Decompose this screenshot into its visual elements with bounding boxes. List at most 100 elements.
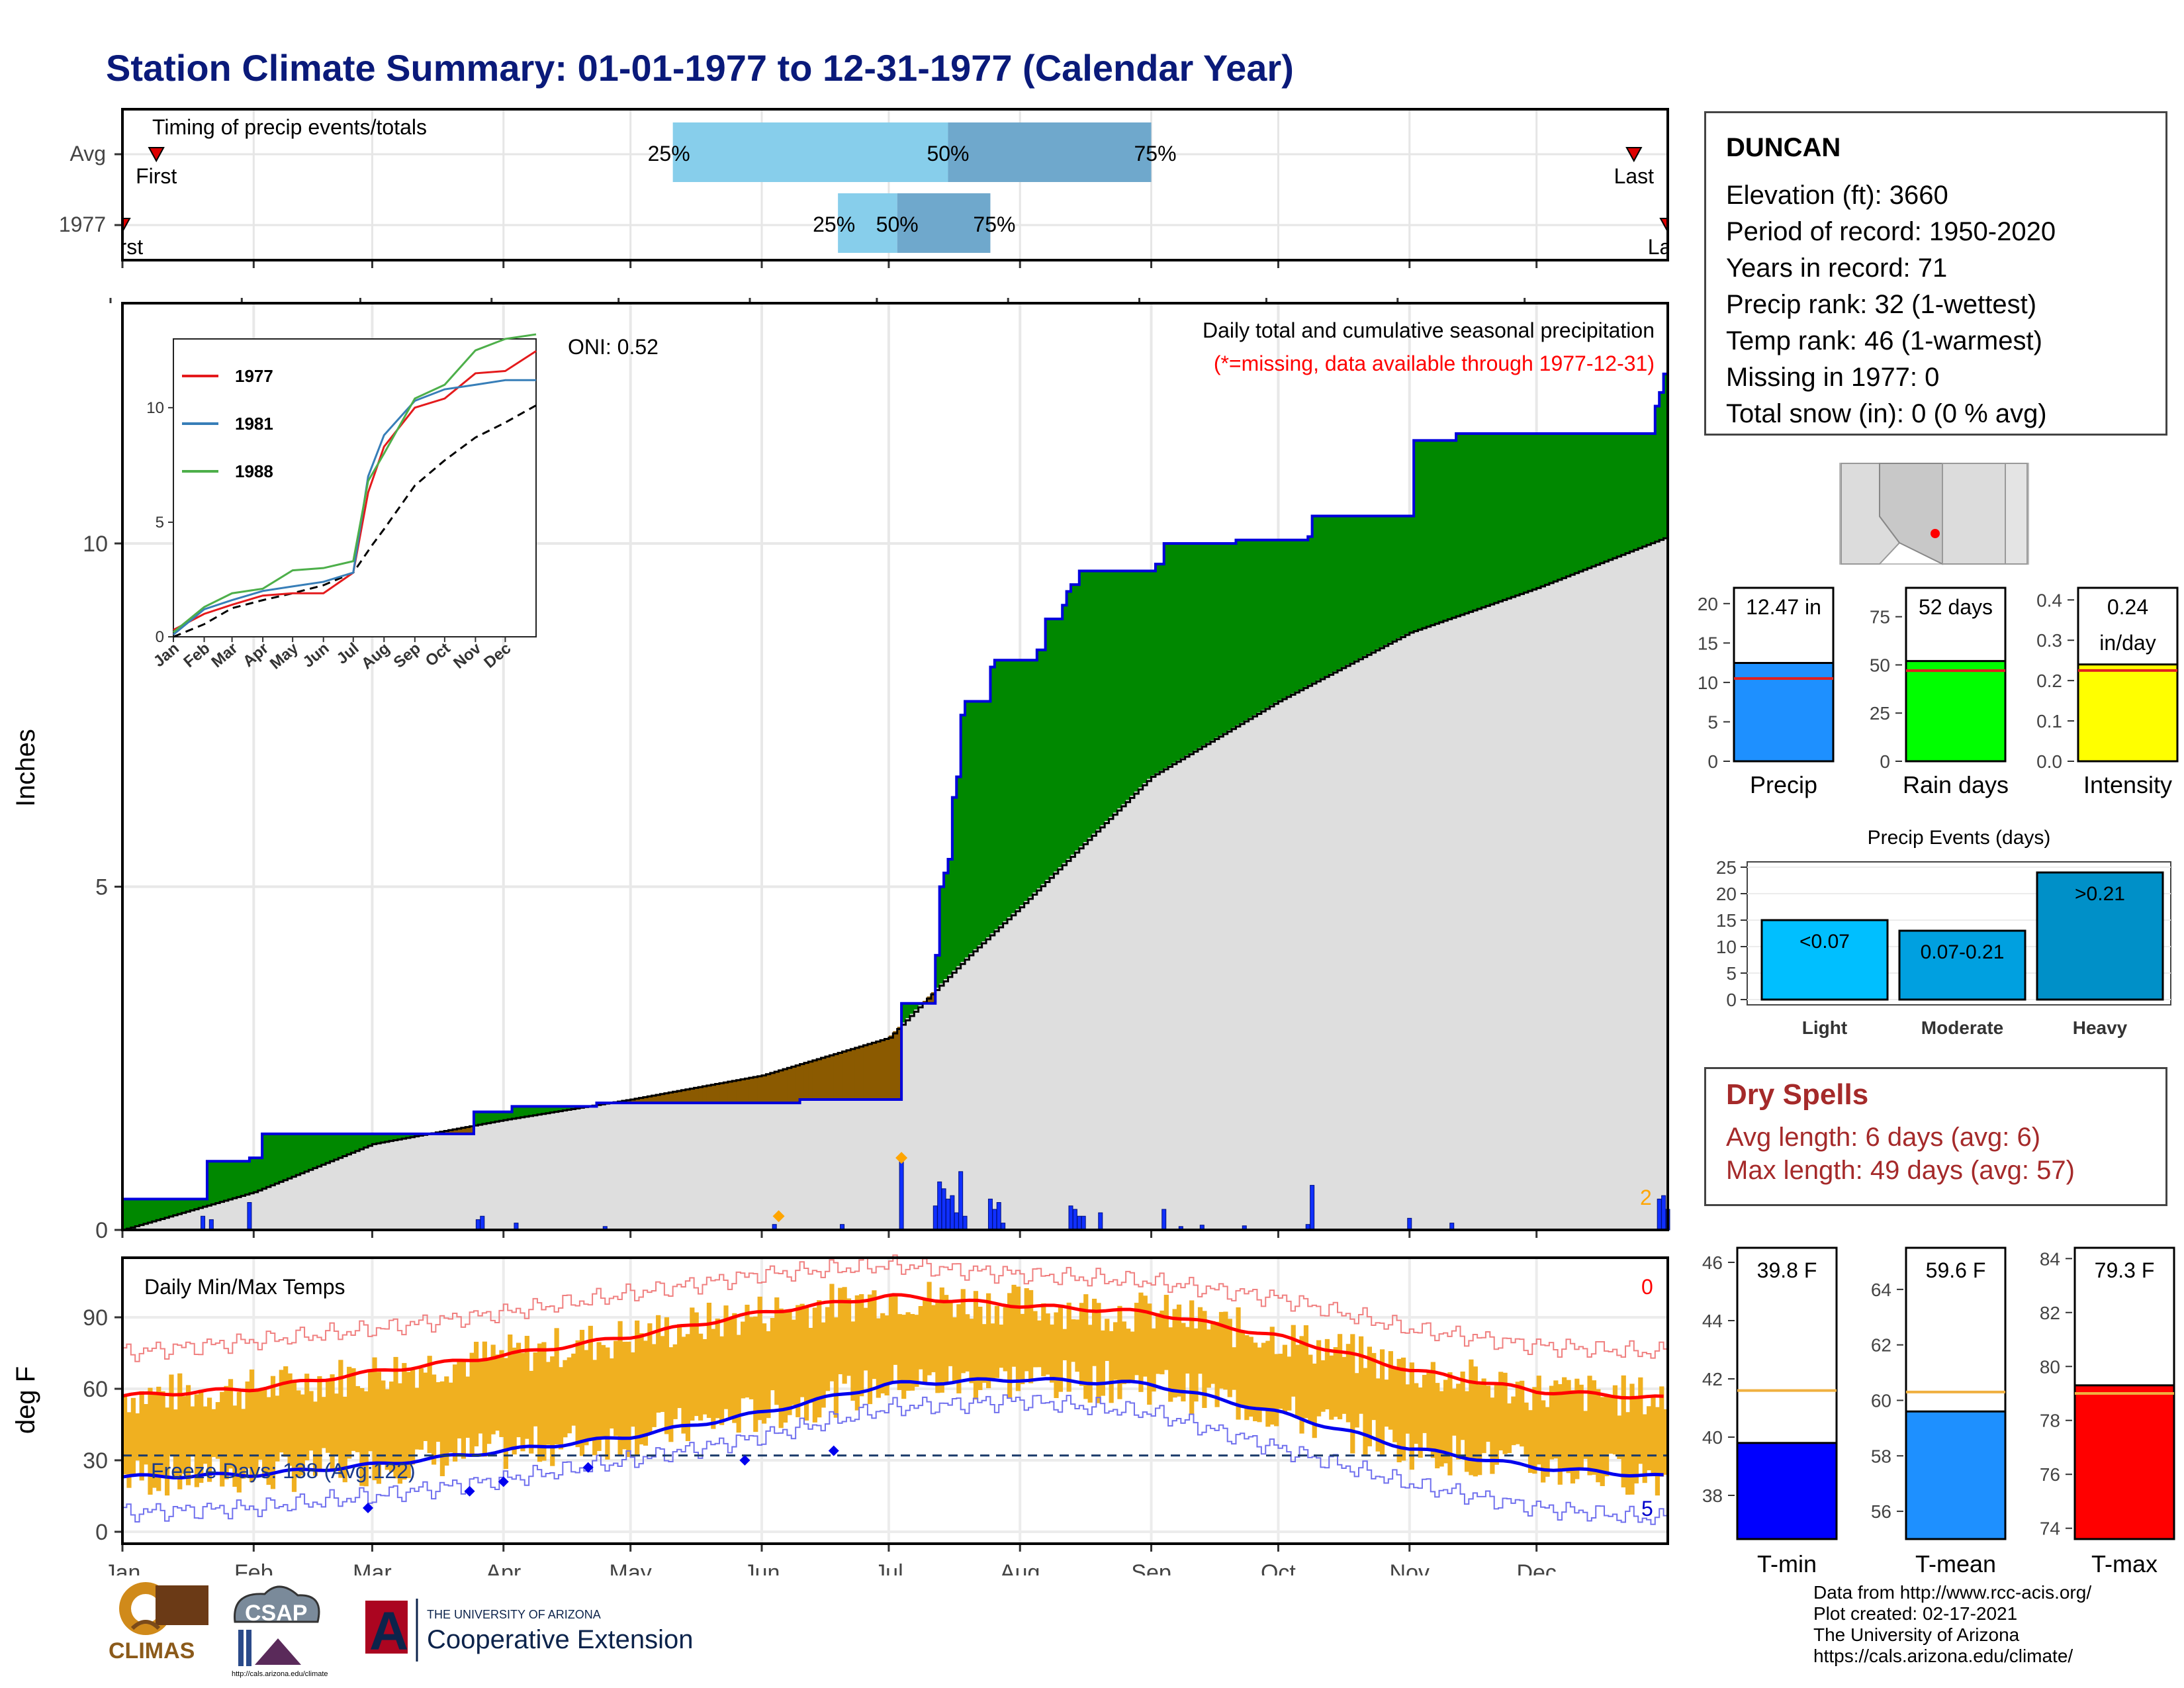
precip-base-area	[1384, 645, 1389, 1230]
precip-base-area	[1621, 553, 1626, 1230]
temp-daily-bar	[482, 1341, 487, 1457]
temp-daily-bar	[1642, 1414, 1647, 1483]
temp-daily-bar	[1553, 1380, 1559, 1459]
temp-daily-bar	[1227, 1319, 1232, 1397]
precip-base-area	[672, 1103, 678, 1230]
events-bar	[1760, 919, 1889, 1001]
precip-base-area	[1481, 606, 1486, 1230]
precip-daily-bar	[996, 1202, 1001, 1231]
precip-base-area	[567, 1109, 572, 1230]
precip-base-area	[1587, 567, 1592, 1230]
precip-deficit-area	[660, 1094, 665, 1103]
precip-base-area	[1642, 545, 1647, 1230]
precip-base-area	[143, 1223, 148, 1230]
precip-deficit-area	[672, 1091, 678, 1103]
precip-base-area	[224, 1199, 229, 1230]
precip-surplus-area	[1007, 660, 1013, 917]
temp-daily-bar	[635, 1320, 640, 1456]
precip-base-area	[1506, 597, 1512, 1230]
precip-surplus-area	[211, 1161, 216, 1204]
inset-series-line	[173, 350, 537, 631]
precip-deficit-area	[745, 1078, 750, 1103]
timing-q75-label: 75%	[973, 212, 1015, 236]
station-precip-rank: Precip rank: 32 (1-wettest)	[1726, 290, 2037, 319]
temp-daily-bar	[1240, 1330, 1246, 1407]
precip-surplus-area	[1168, 543, 1173, 766]
temp-daily-bar	[796, 1305, 801, 1417]
precip-base-area	[1659, 539, 1664, 1231]
precip-surplus-area	[1054, 619, 1059, 872]
temp-daily-bar	[139, 1391, 144, 1481]
precip-surplus-area	[1596, 434, 1601, 564]
temp-daily-bar	[490, 1344, 496, 1434]
temp-daily-bar	[1633, 1397, 1639, 1483]
precip-surplus-area	[1189, 543, 1195, 753]
temp-daily-bar	[685, 1334, 691, 1441]
precip-deficit-area	[626, 1100, 631, 1103]
temp-daily-bar	[211, 1409, 216, 1458]
precip-base-area	[745, 1103, 750, 1230]
temp-daily-bar	[842, 1287, 847, 1384]
precip-surplus-area	[1316, 516, 1322, 680]
temp-daily-bar	[948, 1301, 953, 1366]
temp-ytick-label: 60	[83, 1377, 108, 1402]
temp-daily-bar	[1532, 1387, 1537, 1474]
precip-surplus-area	[1163, 543, 1169, 769]
precip-surplus-area	[156, 1199, 161, 1220]
precip-deficit-area	[893, 1031, 898, 1100]
precip-base-area	[935, 988, 940, 1230]
temp-daily-bar	[833, 1317, 839, 1418]
precip-surplus-area	[1655, 406, 1660, 541]
precip-base-area	[1193, 750, 1199, 1230]
temp-daily-bar	[727, 1317, 733, 1418]
precip-surplus-area	[1520, 434, 1525, 594]
temp-daily-bar	[1502, 1372, 1508, 1454]
precip-surplus-area	[1371, 516, 1377, 652]
temp-daily-bar	[825, 1307, 831, 1391]
precip-base-area	[981, 941, 987, 1230]
precip-surplus-area	[287, 1133, 293, 1178]
precip-base-area	[461, 1133, 466, 1230]
precip-base-area	[1070, 855, 1075, 1230]
temp-daily-bar	[499, 1350, 504, 1437]
precip-surplus-area	[1460, 434, 1465, 614]
temp-daily-bar	[160, 1391, 165, 1477]
precip-base-area	[931, 1003, 936, 1230]
precip-average-line	[122, 536, 1669, 1231]
precip-surplus-area	[296, 1133, 301, 1174]
precip-base-area	[1532, 588, 1537, 1230]
temp-daily-bar	[338, 1360, 343, 1478]
precip-base-area	[423, 1134, 428, 1230]
precip-surplus-area	[139, 1199, 144, 1225]
precip-deficit-area	[465, 1127, 471, 1134]
precip-base-area	[571, 1108, 576, 1230]
precip-base-area	[1329, 673, 1334, 1230]
precip-surplus-area	[1342, 516, 1347, 667]
temp-daily-bar	[1083, 1294, 1089, 1399]
precip-base-area	[368, 1145, 373, 1230]
temp-daily-bar	[1524, 1402, 1529, 1455]
temp-daily-bar	[1113, 1322, 1118, 1380]
precip-base-area	[812, 1099, 817, 1230]
ua-line2: Cooperative Extension	[427, 1625, 693, 1654]
temp-daily-bar	[863, 1307, 868, 1371]
precip-surplus-area	[236, 1161, 242, 1197]
temp-daily-bar	[981, 1324, 987, 1383]
precip-base-area	[833, 1099, 839, 1230]
summary-bar-ytick-label: 0.3	[2036, 630, 2062, 651]
logos: CLIMAS CSAP http://cals.arizona.edu/clim…	[109, 1582, 693, 1678]
precip-deficit-area	[698, 1086, 704, 1103]
events-category-label: Light	[1802, 1017, 1847, 1038]
precip-surplus-area	[397, 1133, 402, 1139]
precip-base-area	[639, 1103, 644, 1230]
record-low-marker	[739, 1455, 751, 1466]
temp-daily-bar	[854, 1295, 860, 1411]
precip-base-area	[537, 1114, 542, 1230]
precip-surplus-area	[249, 1158, 254, 1193]
temp-daily-bar	[1324, 1338, 1330, 1410]
precip-base-area	[232, 1197, 238, 1230]
temp-daily-bar	[1443, 1380, 1449, 1464]
temp-daily-bar	[1422, 1374, 1428, 1433]
temp-daily-bar	[939, 1287, 944, 1393]
